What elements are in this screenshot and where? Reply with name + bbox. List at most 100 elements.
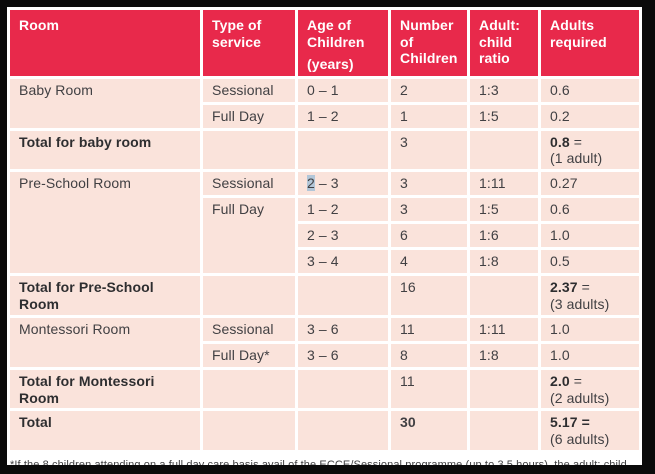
children-cell: 6 <box>391 224 467 248</box>
empty-cell <box>298 130 388 170</box>
type-cell: Full Day <box>203 198 295 274</box>
type-cell: Sessional <box>203 172 295 196</box>
empty-cell <box>470 130 538 170</box>
table-row-preschool-sessional: Pre-School Room Sessional 2 – 3 3 1:11 0… <box>10 172 639 274</box>
empty-cell <box>298 369 388 409</box>
adults-cell: 1.0 <box>541 343 639 367</box>
empty-cell <box>298 411 388 450</box>
children-cell: 3 <box>391 198 467 222</box>
col-header-age-of-children: Age of Children (years) <box>298 10 388 76</box>
ratio-cell: 1:5 <box>470 198 538 222</box>
room-cell: Montessori Room <box>10 317 200 367</box>
ratio-cell: 1:8 <box>470 343 538 367</box>
empty-cell <box>470 276 538 315</box>
children-total-cell: 3 <box>391 130 467 170</box>
adults-total-cell: 2.0 = (2 adults) <box>541 369 639 409</box>
table-row-preschool-fullday-2: 2 – 3 6 1:6 1.0 <box>10 224 639 248</box>
col-header-adult-child-ratio: Adult: child ratio <box>470 10 538 76</box>
age-header-main: Age of Children <box>307 17 365 50</box>
ratio-cell: 1:3 <box>470 78 538 102</box>
adults-total-value: 2.0 <box>550 372 570 389</box>
total-row-grand: Total 30 5.17 = (6 adults) <box>10 411 639 450</box>
empty-cell <box>298 276 388 315</box>
age-rest: – 3 <box>314 175 339 192</box>
empty-cell <box>203 411 295 450</box>
footnote: *If the 8 children attending on a full d… <box>10 458 627 465</box>
children-cell: 1 <box>391 104 467 128</box>
total-row-montessori: Total for Montessori Room 11 2.0 = (2 ad… <box>10 369 639 409</box>
col-header-room: Room <box>10 10 200 76</box>
empty-cell <box>203 130 295 170</box>
adult-child-ratio-table: Room Type of service Age of Children (ye… <box>7 7 642 453</box>
table-row-preschool-fullday-3: 3 – 4 4 1:8 0.5 <box>10 250 639 274</box>
adults-cell: 0.5 <box>541 250 639 274</box>
equals-sign: = <box>569 372 583 389</box>
col-header-number-of-children: Number of Children <box>391 10 467 76</box>
adults-total-value: 0.8 <box>550 133 570 150</box>
adults-cell: 0.27 <box>541 172 639 196</box>
empty-cell <box>203 276 295 315</box>
children-cell: 3 <box>391 172 467 196</box>
table-row-montessori-fullday: Full Day* 3 – 6 8 1:8 1.0 <box>10 343 639 367</box>
children-cell: 2 <box>391 78 467 102</box>
age-cell: 2 – 3 <box>298 224 388 248</box>
children-total-cell: 11 <box>391 369 467 409</box>
table-row-montessori-sessional: Montessori Room Sessional 3 – 6 11 1:11 … <box>10 317 639 367</box>
type-cell: Full Day* <box>203 343 295 367</box>
adults-total-value: 5.17 = <box>550 414 590 431</box>
room-cell: Pre-School Room <box>10 172 200 274</box>
total-row-preschool: Total for Pre-School Room 16 2.37 = (3 a… <box>10 276 639 315</box>
table-row-baby-fullday: Full Day 1 – 2 1 1:5 0.2 <box>10 104 639 128</box>
adults-cell: 1.0 <box>541 224 639 248</box>
adults-total-value: 2.37 <box>550 279 578 296</box>
children-cell: 4 <box>391 250 467 274</box>
adults-total-cell: 5.17 = (6 adults) <box>541 411 639 450</box>
total-label-cell: Total for Montessori Room <box>10 369 200 409</box>
equals-sign: = <box>569 133 583 150</box>
col-header-type-of-service: Type of service <box>203 10 295 76</box>
children-cell: 8 <box>391 343 467 367</box>
age-cell: 2 – 3 <box>298 172 388 196</box>
table-row-preschool-fullday-1: Full Day 1 – 2 3 1:5 0.6 <box>10 198 639 274</box>
age-header-unit: (years) <box>307 56 354 73</box>
col-header-adults-required: Adults required <box>541 10 639 76</box>
table-row-baby-sessional: Baby Room Sessional 0 – 1 2 1:3 0.6 <box>10 78 639 128</box>
adults-cell: 1.0 <box>541 317 639 341</box>
age-cell: 3 – 6 <box>298 343 388 367</box>
type-cell: Sessional <box>203 78 295 102</box>
age-cell: 0 – 1 <box>298 78 388 102</box>
adults-total-note: (1 adult) <box>550 150 603 167</box>
children-total-cell: 30 <box>391 411 467 450</box>
page-background: Room Type of service Age of Children (ye… <box>7 7 642 465</box>
ratio-cell: 1:11 <box>470 172 538 196</box>
age-cell: 3 – 4 <box>298 250 388 274</box>
room-cell: Baby Room <box>10 78 200 128</box>
equals-sign: = <box>577 279 590 296</box>
adults-total-note: (3 adults) <box>550 295 610 312</box>
empty-cell <box>470 411 538 450</box>
adults-total-note: (6 adults) <box>550 431 610 448</box>
type-cell: Sessional <box>203 317 295 341</box>
ratio-cell: 1:6 <box>470 224 538 248</box>
total-label-cell: Total for baby room <box>10 130 200 170</box>
children-cell: 11 <box>391 317 467 341</box>
selected-text: 2 <box>307 175 315 192</box>
age-cell: 3 – 6 <box>298 317 388 341</box>
age-cell: 1 – 2 <box>298 198 388 222</box>
ratio-cell: 1:11 <box>470 317 538 341</box>
adults-cell: 0.2 <box>541 104 639 128</box>
adults-total-note: (2 adults) <box>550 389 610 406</box>
adults-total-cell: 0.8 = (1 adult) <box>541 130 639 170</box>
children-total-cell: 16 <box>391 276 467 315</box>
total-label-cell: Total for Pre-School Room <box>10 276 200 315</box>
header-row: Room Type of service Age of Children (ye… <box>10 10 639 76</box>
ratio-cell: 1:5 <box>470 104 538 128</box>
empty-cell <box>470 369 538 409</box>
empty-cell <box>203 369 295 409</box>
total-label-cell: Total <box>10 411 200 450</box>
adults-cell: 0.6 <box>541 78 639 102</box>
adults-cell: 0.6 <box>541 198 639 222</box>
total-row-baby: Total for baby room 3 0.8 = (1 adult) <box>10 130 639 170</box>
age-cell: 1 – 2 <box>298 104 388 128</box>
